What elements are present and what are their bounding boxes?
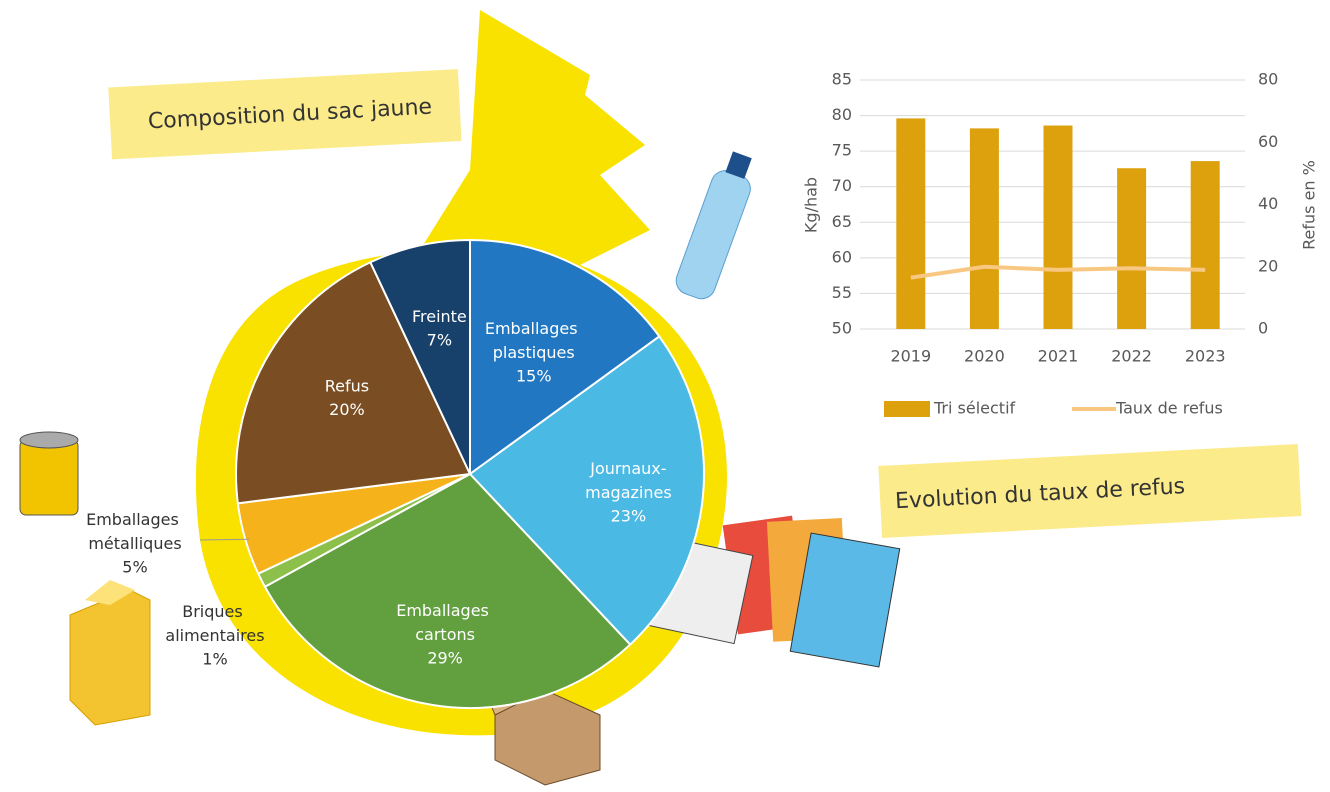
x-tick-label: 2023 (1185, 347, 1226, 366)
legend-label: Tri sélectif (933, 399, 1016, 418)
x-tick-label: 2020 (964, 347, 1005, 366)
bar (1044, 126, 1073, 329)
y-tick-label: 55 (832, 283, 852, 302)
slice-value: 20% (329, 400, 365, 419)
slice-value: 23% (611, 506, 647, 525)
x-tick-label: 2022 (1111, 347, 1152, 366)
y2-tick-label: 80 (1258, 70, 1278, 89)
carton-icon (70, 580, 150, 725)
bar (1117, 168, 1146, 329)
y-tick-label: 80 (832, 105, 852, 124)
slice-label: Emballages métalliques (86, 510, 184, 553)
x-tick-label: 2021 (1038, 347, 1079, 366)
legend-swatch (884, 401, 930, 417)
slice-value: 7% (427, 330, 452, 349)
note: Evolution du taux de refus (878, 444, 1301, 538)
y-tick-label: 60 (832, 247, 852, 266)
x-tick-label: 2019 (890, 347, 931, 366)
y2-tick-label: 0 (1258, 319, 1268, 338)
page: Composition du sac jaune Evolution du ta… (0, 0, 1330, 792)
infographic: Composition du sac jaune Evolution du ta… (0, 0, 1330, 787)
slice-value: 5% (122, 558, 147, 577)
slice-value: 15% (516, 366, 552, 385)
slice-value: 29% (427, 649, 463, 668)
slice-label: Freinte (412, 306, 467, 325)
y-tick-label: 85 (832, 70, 852, 89)
bar (970, 128, 999, 329)
y2-tick-label: 60 (1258, 132, 1278, 151)
y-tick-label: 50 (832, 319, 852, 338)
slice-label: Refus (325, 376, 369, 395)
bar (896, 118, 925, 329)
y2-axis-label: Refus en % (1300, 160, 1319, 250)
y-tick-label: 70 (832, 176, 852, 195)
bar (1191, 161, 1220, 329)
note: Composition du sac jaune (108, 69, 461, 159)
slice-value: 1% (202, 650, 227, 669)
y-axis-label: Kg/hab (802, 177, 821, 233)
y2-tick-label: 20 (1258, 256, 1278, 275)
y-tick-label: 65 (832, 212, 852, 231)
y-tick-label: 75 (832, 141, 852, 160)
y2-tick-label: 40 (1258, 194, 1278, 213)
bottle-icon (672, 148, 761, 303)
can-icon (20, 432, 78, 515)
legend-label: Taux de refus (1115, 399, 1223, 418)
